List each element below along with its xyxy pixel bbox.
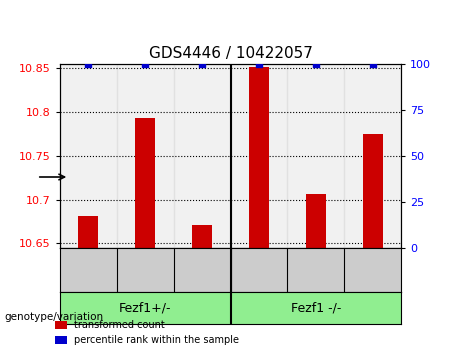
Bar <box>249 67 269 248</box>
Legend: transformed count, percentile rank within the sample: transformed count, percentile rank withi… <box>51 316 243 349</box>
Point <box>198 61 206 67</box>
Bar <box>363 134 383 248</box>
Point <box>369 61 376 67</box>
Bar <box>117 64 174 248</box>
Bar <box>230 64 287 248</box>
Bar <box>192 225 212 248</box>
Point <box>312 61 319 67</box>
Bar <box>135 118 155 248</box>
Bar <box>174 64 230 248</box>
Text: Fezf1+/-: Fezf1+/- <box>119 302 171 314</box>
Title: GDS4446 / 10422057: GDS4446 / 10422057 <box>148 46 313 61</box>
Bar <box>287 64 344 248</box>
Point <box>142 61 149 67</box>
Bar <box>306 194 326 248</box>
Text: Fezf1 -/-: Fezf1 -/- <box>290 302 341 314</box>
Text: genotype/variation: genotype/variation <box>5 312 104 322</box>
Point <box>255 61 263 67</box>
Bar <box>78 216 98 248</box>
Bar <box>60 64 117 248</box>
Point <box>85 61 92 67</box>
Bar <box>344 64 401 248</box>
